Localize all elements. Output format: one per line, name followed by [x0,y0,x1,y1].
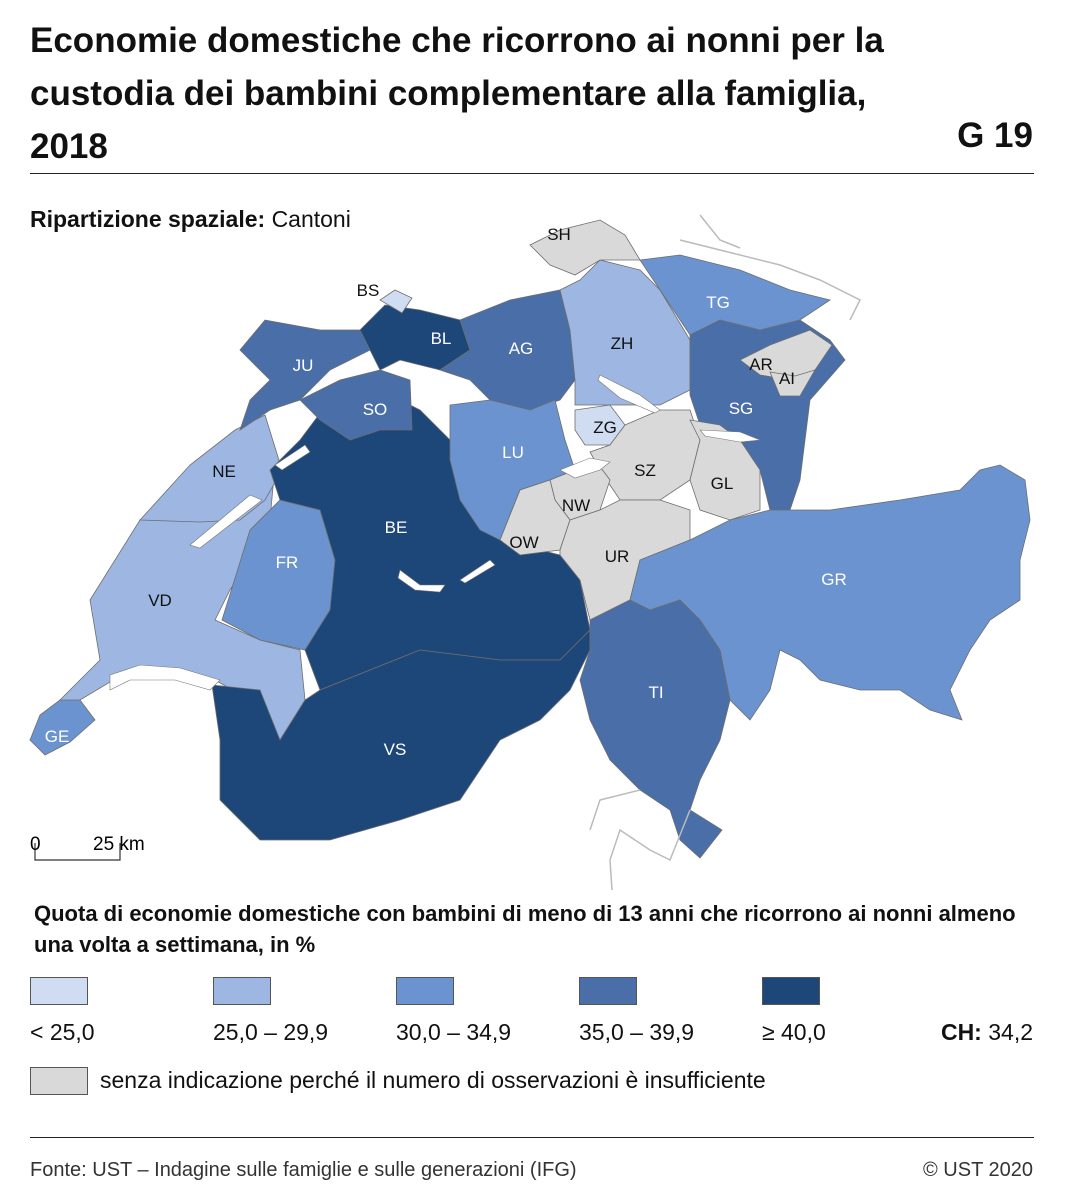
legend-label: 25,0 – 29,9 [213,1019,329,1045]
border-line [699,214,741,249]
canton-label: OW [509,533,538,552]
canton [299,369,413,441]
lake [274,444,311,471]
canton [29,699,96,756]
legend-swatch [762,977,820,1005]
legend-swatch [579,977,637,1005]
lake [597,374,661,414]
title: Economie domestiche che ricorrono ai non… [30,21,884,166]
lake [559,457,611,479]
subtitle-value: Cantoni [271,206,351,232]
canton [239,319,392,431]
legend-swatch [30,1067,88,1095]
canton [579,599,731,859]
canton-label: VD [148,591,172,610]
canton [211,629,591,841]
canton-label: SH [547,225,571,244]
scale-end: 25 km [93,834,145,855]
canton-label: SZ [634,461,656,480]
canton-label: JU [293,356,314,375]
canton [359,304,471,371]
canton-label: ZG [593,418,617,437]
canton-label: SO [363,400,388,419]
regions [29,219,1031,859]
legend-swatch [396,977,454,1005]
lakes [109,374,761,691]
legend-label: ≥ 40,0 [762,1019,826,1045]
canton-label: NW [562,496,590,515]
outer-border [589,214,862,890]
canton-label: GE [45,727,70,746]
canton-label: BL [431,329,452,348]
canton-label: GL [711,474,734,493]
lake [397,569,446,593]
canton-label: GR [821,570,847,589]
border-line [609,809,691,890]
legend-label: 35,0 – 39,9 [579,1019,695,1045]
canton-label: UR [605,547,630,566]
region-labels: VD GE NE FR BE VS JU SO BL BS AG LU ZH SH TG SG AR AI ZG SZ… [45,225,847,759]
canton-label: LU [502,443,524,462]
source: Fonte: UST – Indagine sulle famiglie e s… [30,1159,577,1181]
subtitle: Ripartizione spaziale: Cantoni [30,206,351,233]
canton-label: ZH [611,334,634,353]
canton-label: AI [779,369,795,388]
canton [769,369,816,397]
canton-label: BE [385,518,408,537]
scale-line [34,843,121,861]
canton-label: TG [706,293,730,312]
copyright: © UST 2020 [923,1159,1033,1181]
canton-label: TI [648,683,663,702]
ch-value: CH: 34,2 [941,1019,1033,1046]
canton [499,479,571,556]
canton [379,289,413,314]
canton-label: FR [276,553,299,572]
legend-swatch [30,977,88,1005]
legend-missing-label: senza indicazione perché il numero di os… [100,1067,766,1093]
scale-bar: 0 25 km [30,834,145,861]
canton-label: NE [212,462,236,481]
canton-label: AG [509,339,534,358]
lake [189,494,263,549]
legend-swatch [213,977,271,1005]
subtitle-label: Ripartizione spaziale: [30,206,266,232]
map: VD GE NE FR BE VS JU SO BL BS AG LU ZH SH TG SG AR AI ZG SZ… [29,214,1031,890]
canton-label: SG [729,399,754,418]
legend-label: < 25,0 [30,1019,95,1045]
canton-label: AR [749,355,773,374]
lake [699,429,761,443]
lake [459,559,496,584]
border-line [589,789,641,831]
lake [109,664,221,691]
legend-label: 30,0 – 34,9 [396,1019,512,1045]
canton-label: VS [384,740,407,759]
canton-label: BS [357,281,380,300]
ch-number: 34,2 [988,1019,1033,1045]
legend-title: Quota di economie domestiche con bambini… [34,901,1016,957]
divider [30,173,1034,174]
ch-label: CH: [940,1019,982,1045]
divider [30,1137,1034,1138]
scale-start: 0 [30,834,41,855]
chart-code: G 19 [957,116,1033,155]
border-line [679,239,862,321]
canton [629,464,1031,721]
canton [739,329,833,381]
